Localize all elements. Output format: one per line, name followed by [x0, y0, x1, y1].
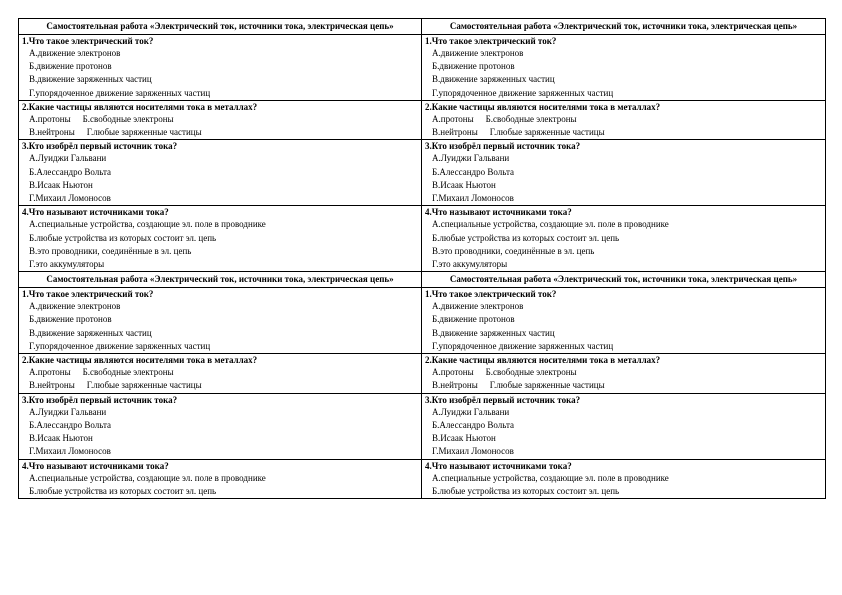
- option: Б.Алессандро Вольта: [19, 166, 422, 179]
- option: Б.Алессандро Вольта: [422, 419, 825, 432]
- option-row: А.протоны Б.свободные электроны: [422, 366, 825, 379]
- option-row: В.нейтроны Г.любые заряженные частицы: [19, 126, 422, 139]
- option: А.Луиджи Гальвани: [19, 152, 422, 165]
- option: А.Луиджи Гальвани: [422, 406, 825, 419]
- option-row: А.протоны Б.свободные электроны: [19, 113, 422, 126]
- block-title: Самостоятельная работа «Электрический то…: [19, 271, 422, 288]
- option: Г.Михаил Ломоносов: [422, 445, 825, 458]
- question-3: 3.Кто изобрёл первый источник тока?: [422, 139, 825, 152]
- option: В.Исаак Ньютон: [422, 432, 825, 445]
- question-1: 1.Что такое электрический ток?: [19, 35, 422, 47]
- option: В.Исаак Ньютон: [19, 179, 422, 192]
- option: В.Исаак Ньютон: [19, 432, 422, 445]
- question-3: 3.Кто изобрёл первый источник тока?: [422, 393, 825, 406]
- option: А.специальные устройства, создающие эл. …: [422, 218, 825, 231]
- option: В.движение заряженных частиц: [422, 327, 825, 340]
- option: Б.любые устройства из которых состоит эл…: [19, 232, 422, 245]
- option: Г.это аккумуляторы: [19, 258, 422, 271]
- option: В.нейтроны: [432, 127, 478, 138]
- option: В.движение заряженных частиц: [422, 73, 825, 86]
- option: А.специальные устройства, создающие эл. …: [19, 218, 422, 231]
- option: В.движение заряженных частиц: [19, 327, 422, 340]
- option: А.протоны: [29, 114, 71, 125]
- option: Г.любые заряженные частицы: [87, 380, 202, 391]
- question-1: 1.Что такое электрический ток?: [422, 288, 825, 300]
- option: А.Луиджи Гальвани: [19, 406, 422, 419]
- option: А.протоны: [432, 367, 474, 378]
- question-3: 3.Кто изобрёл первый источник тока?: [19, 393, 422, 406]
- option: В.движение заряженных частиц: [19, 73, 422, 86]
- option: Г.упорядоченное движение заряженных част…: [422, 87, 825, 100]
- option: Г.Михаил Ломоносов: [422, 192, 825, 205]
- option: А.протоны: [29, 367, 71, 378]
- question-3: 3.Кто изобрёл первый источник тока?: [19, 139, 422, 152]
- option: Г.упорядоченное движение заряженных част…: [19, 340, 422, 353]
- option: Б.свободные электроны: [83, 367, 174, 378]
- option: В.это проводники, соединённые в эл. цепь: [422, 245, 825, 258]
- block-title: Самостоятельная работа «Электрический то…: [422, 271, 825, 288]
- block-title: Самостоятельная работа «Электрический то…: [19, 19, 422, 35]
- question-2: 2.Какие частицы являются носителями тока…: [19, 353, 422, 366]
- option: Б.свободные электроны: [486, 367, 577, 378]
- question-1: 1.Что такое электрический ток?: [422, 35, 825, 47]
- block-title: Самостоятельная работа «Электрический то…: [422, 19, 825, 35]
- option-row: В.нейтроны Г.любые заряженные частицы: [422, 126, 825, 139]
- question-1: 1.Что такое электрический ток?: [19, 288, 422, 300]
- option: Г.это аккумуляторы: [422, 258, 825, 271]
- option: Б.движение протонов: [19, 60, 422, 73]
- option-row: А.протоны Б.свободные электроны: [19, 366, 422, 379]
- option: А.Луиджи Гальвани: [422, 152, 825, 165]
- option: Г.любые заряженные частицы: [490, 380, 605, 391]
- question-4: 4.Что называют источниками тока?: [19, 459, 422, 472]
- option: Г.любые заряженные частицы: [490, 127, 605, 138]
- option: В.это проводники, соединённые в эл. цепь: [19, 245, 422, 258]
- option-row: В.нейтроны Г.любые заряженные частицы: [19, 379, 422, 392]
- option-row: А.протоны Б.свободные электроны: [422, 113, 825, 126]
- option: Б.свободные электроны: [486, 114, 577, 125]
- option: А.специальные устройства, создающие эл. …: [19, 472, 422, 485]
- question-2: 2.Какие частицы являются носителями тока…: [422, 100, 825, 113]
- option: Б.Алессандро Вольта: [19, 419, 422, 432]
- worksheet-table: Самостоятельная работа «Электрический то…: [18, 18, 826, 499]
- option: Б.движение протонов: [422, 313, 825, 326]
- option: Б.свободные электроны: [83, 114, 174, 125]
- option: Б.Алессандро Вольта: [422, 166, 825, 179]
- option: В.нейтроны: [432, 380, 478, 391]
- question-2: 2.Какие частицы являются носителями тока…: [19, 100, 422, 113]
- option: Б.любые устройства из которых состоит эл…: [19, 485, 422, 498]
- question-2: 2.Какие частицы являются носителями тока…: [422, 353, 825, 366]
- option: Г.Михаил Ломоносов: [19, 445, 422, 458]
- option: А.движение электронов: [422, 300, 825, 313]
- option: А.движение электронов: [422, 47, 825, 60]
- option: В.нейтроны: [29, 380, 75, 391]
- option: Г.любые заряженные частицы: [87, 127, 202, 138]
- question-4: 4.Что называют источниками тока?: [19, 205, 422, 218]
- option: А.движение электронов: [19, 47, 422, 60]
- option: Б.любые устройства из которых состоит эл…: [422, 232, 825, 245]
- option: Г.упорядоченное движение заряженных част…: [19, 87, 422, 100]
- option: Г.упорядоченное движение заряженных част…: [422, 340, 825, 353]
- option: Б.движение протонов: [422, 60, 825, 73]
- option: А.специальные устройства, создающие эл. …: [422, 472, 825, 485]
- option: Б.любые устройства из которых состоит эл…: [422, 485, 825, 498]
- option: А.движение электронов: [19, 300, 422, 313]
- question-4: 4.Что называют источниками тока?: [422, 205, 825, 218]
- option: В.нейтроны: [29, 127, 75, 138]
- option: А.протоны: [432, 114, 474, 125]
- option-row: В.нейтроны Г.любые заряженные частицы: [422, 379, 825, 392]
- question-4: 4.Что называют источниками тока?: [422, 459, 825, 472]
- option: Б.движение протонов: [19, 313, 422, 326]
- option: Г.Михаил Ломоносов: [19, 192, 422, 205]
- option: В.Исаак Ньютон: [422, 179, 825, 192]
